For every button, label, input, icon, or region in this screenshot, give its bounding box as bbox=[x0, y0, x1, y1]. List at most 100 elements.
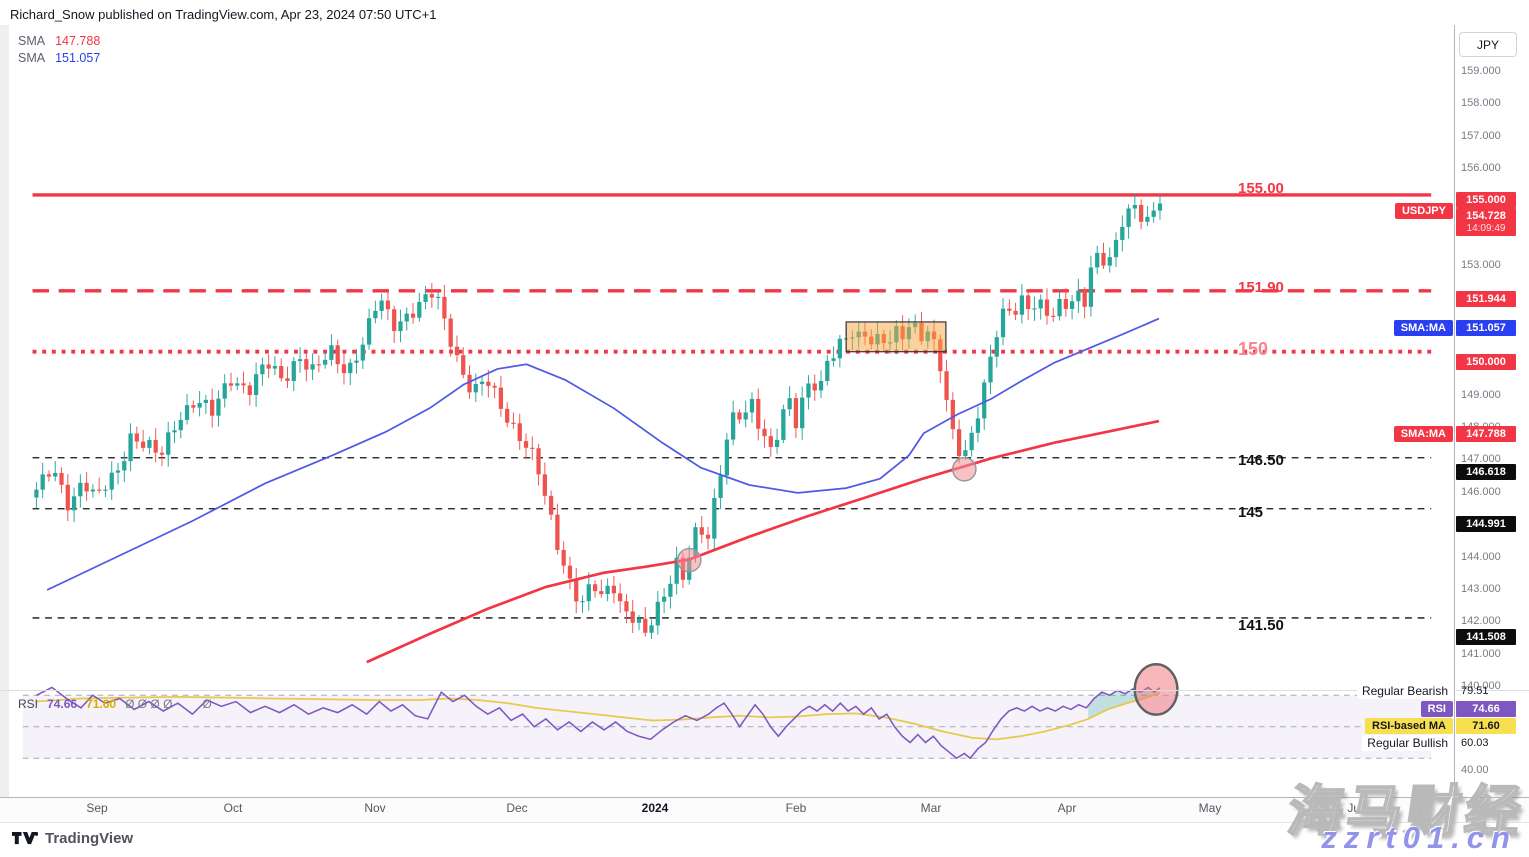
candle-body bbox=[366, 318, 372, 345]
candle-body bbox=[548, 495, 554, 515]
candle-body bbox=[1051, 315, 1056, 317]
candle-body bbox=[78, 482, 83, 497]
candle-body bbox=[718, 475, 723, 498]
candle-body bbox=[1032, 308, 1037, 310]
candle-body bbox=[166, 432, 171, 455]
badge-price: 155.000 bbox=[1466, 194, 1506, 207]
candle-body bbox=[661, 596, 667, 602]
time-tick-Sep[interactable]: Sep bbox=[86, 801, 108, 815]
sma-label: SMA bbox=[18, 51, 46, 65]
candle-body bbox=[944, 371, 949, 400]
sma-legend-row-1[interactable]: SMA 147.788 bbox=[18, 34, 100, 48]
sma-label: SMA bbox=[18, 34, 46, 48]
tradingview-logo-icon bbox=[12, 832, 38, 845]
candle-body bbox=[247, 385, 252, 395]
candle-body bbox=[65, 484, 70, 511]
candle-body bbox=[806, 383, 811, 398]
candle-body bbox=[731, 412, 736, 440]
rsi-value-badge-71.60: 71.60 bbox=[1456, 718, 1516, 734]
candle-body bbox=[348, 362, 353, 374]
time-tick-2024[interactable]: 2024 bbox=[641, 801, 669, 815]
candle-body bbox=[448, 318, 453, 347]
tradingview-brand[interactable]: TradingView bbox=[12, 830, 133, 847]
rsi-row-value-60.03: 60.03 bbox=[1461, 737, 1489, 749]
candle-body bbox=[84, 482, 89, 492]
candle-body bbox=[580, 601, 585, 603]
candle-body bbox=[373, 310, 378, 319]
price-tick-147.000: 147.000 bbox=[1461, 453, 1501, 466]
brand-name: TradingView bbox=[45, 830, 134, 847]
candle-body bbox=[636, 618, 642, 623]
price-badge-151.057: 151.057 bbox=[1456, 320, 1516, 337]
price-badge-141.508: 141.508 bbox=[1456, 629, 1516, 646]
candle-body bbox=[316, 364, 322, 366]
consolidation-box bbox=[845, 321, 947, 353]
candle-body bbox=[109, 472, 114, 490]
time-tick-Mar[interactable]: Mar bbox=[920, 801, 942, 815]
rsi-line bbox=[36, 686, 1161, 760]
sma-value: 151.057 bbox=[55, 51, 101, 65]
badge-price: 144.991 bbox=[1466, 518, 1506, 531]
candle-body bbox=[1101, 252, 1106, 266]
publish-line: Richard_Snow published on TradingView.co… bbox=[10, 7, 437, 22]
candle-body bbox=[473, 384, 478, 393]
level-label-150: 150 bbox=[1238, 339, 1269, 360]
candle-body bbox=[787, 398, 792, 410]
candle-body bbox=[59, 472, 64, 485]
time-tick-Feb[interactable]: Feb bbox=[785, 801, 807, 815]
rsi-row-label-rsi: RSI bbox=[1420, 701, 1453, 717]
price-tick-143.000: 143.000 bbox=[1461, 582, 1501, 595]
candle-body bbox=[605, 585, 610, 595]
time-tick-May[interactable]: May bbox=[1198, 801, 1222, 815]
candle-body bbox=[542, 474, 547, 496]
candle-body bbox=[153, 439, 158, 453]
candle-body bbox=[385, 300, 391, 310]
candle-body bbox=[988, 356, 993, 383]
price-chart-canvas[interactable] bbox=[0, 25, 1455, 796]
candle-body bbox=[693, 527, 698, 558]
rsi-ma-value: 71.60 bbox=[86, 697, 117, 711]
time-tick-Jun[interactable]: Jun bbox=[1347, 801, 1367, 815]
time-tick-Nov[interactable]: Nov bbox=[364, 801, 386, 815]
candle-body bbox=[260, 364, 265, 375]
candle-body bbox=[297, 359, 303, 362]
candle-body bbox=[950, 399, 955, 430]
candle-body bbox=[649, 625, 654, 633]
candle-body bbox=[272, 366, 278, 369]
pane-divider[interactable] bbox=[0, 690, 1529, 691]
candle-body bbox=[1151, 210, 1156, 217]
candle-body bbox=[498, 387, 504, 409]
rsi-ma-line bbox=[36, 691, 1161, 741]
candle-body bbox=[1026, 295, 1031, 309]
rsi-legend[interactable]: RSI 74.66 71.60 Ø Ø Ø Ø Ø bbox=[18, 697, 212, 711]
time-tick-Apr[interactable]: Apr bbox=[1057, 801, 1077, 815]
candle-body bbox=[253, 374, 259, 395]
rsi-placeholder-icons: Ø Ø Ø Ø bbox=[125, 697, 173, 711]
price-tick-149.000: 149.000 bbox=[1461, 388, 1501, 401]
time-tick-Dec[interactable]: Dec bbox=[506, 801, 528, 815]
rsi-value-badge-74.66: 74.66 bbox=[1456, 701, 1516, 717]
candle-body bbox=[749, 398, 755, 413]
sma-blue-line bbox=[46, 317, 1160, 591]
candle-body bbox=[461, 355, 466, 375]
price-tick-140.000: 140.000 bbox=[1461, 679, 1501, 692]
candle-body bbox=[467, 374, 472, 393]
currency-toggle-button[interactable]: JPY bbox=[1459, 32, 1517, 57]
candle-body bbox=[1095, 252, 1100, 268]
sma-legend-row-2[interactable]: SMA 151.057 bbox=[18, 51, 100, 65]
candle-body bbox=[417, 301, 422, 318]
candle-body bbox=[668, 583, 673, 597]
candle-body bbox=[655, 601, 660, 626]
sma-value: 147.788 bbox=[55, 34, 101, 48]
time-axis[interactable] bbox=[0, 797, 1529, 823]
time-tick-Oct[interactable]: Oct bbox=[223, 801, 243, 815]
chart-chip-usdjpy-0: USDJPY bbox=[1394, 203, 1453, 220]
candle-body bbox=[699, 527, 704, 535]
candle-body bbox=[963, 450, 968, 457]
price-badge-150.000: 150.000 bbox=[1456, 354, 1516, 371]
candle-body bbox=[291, 361, 296, 382]
candle-body bbox=[1038, 299, 1043, 309]
rsi-highlight-circle bbox=[1133, 663, 1179, 716]
candle-body bbox=[410, 313, 416, 318]
candle-body bbox=[1057, 298, 1062, 317]
